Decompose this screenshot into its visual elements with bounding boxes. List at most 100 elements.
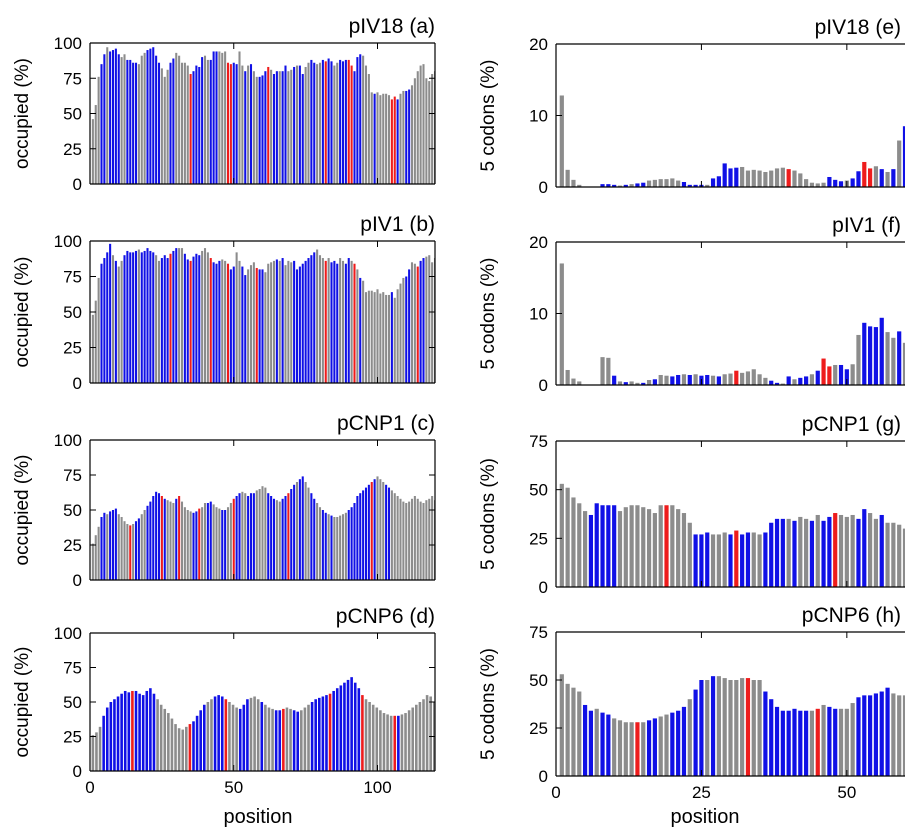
bar xyxy=(891,337,896,385)
bar xyxy=(183,253,186,383)
bar xyxy=(238,51,241,184)
bar xyxy=(745,371,751,385)
x-tick-label: 0 xyxy=(85,778,94,797)
bar xyxy=(105,707,109,771)
bar xyxy=(186,510,189,580)
bar xyxy=(228,702,231,771)
bar xyxy=(670,178,675,187)
bar xyxy=(410,85,414,184)
bar xyxy=(295,269,299,383)
bar xyxy=(183,507,186,580)
bar xyxy=(804,179,809,187)
bar xyxy=(103,258,106,383)
bar xyxy=(258,489,261,580)
bar xyxy=(172,58,175,184)
bar xyxy=(407,710,411,771)
bar xyxy=(206,59,209,184)
bar xyxy=(258,76,261,184)
bar xyxy=(247,496,250,580)
bar xyxy=(111,255,115,383)
bar xyxy=(833,179,838,187)
bar xyxy=(313,498,316,580)
x-tick-label: 25 xyxy=(692,783,711,802)
bar xyxy=(416,71,419,184)
bar xyxy=(399,283,402,383)
y-tick-label: 20 xyxy=(529,35,548,54)
bar xyxy=(670,376,675,385)
bar xyxy=(902,695,905,776)
bar xyxy=(177,728,181,771)
bar xyxy=(169,501,172,580)
bar xyxy=(641,182,646,187)
bar xyxy=(710,676,716,776)
bar xyxy=(330,61,333,184)
bar xyxy=(327,58,330,184)
bar xyxy=(260,702,264,771)
bar xyxy=(399,93,402,184)
bar xyxy=(166,500,169,580)
bar xyxy=(844,708,849,776)
bar xyxy=(763,171,768,187)
x-axis-label-left: position xyxy=(224,806,293,828)
bar xyxy=(330,515,333,580)
bar xyxy=(368,702,371,771)
bar xyxy=(264,272,267,383)
bar xyxy=(195,253,198,383)
panel-title-f: pIV1 (f) xyxy=(832,214,901,237)
bar xyxy=(740,166,745,187)
bar xyxy=(612,184,617,187)
bar xyxy=(198,66,201,184)
bar xyxy=(321,258,324,383)
bar xyxy=(710,534,716,587)
bar xyxy=(146,50,149,184)
bar xyxy=(341,514,345,580)
y-tick-label: 25 xyxy=(63,339,82,358)
bar xyxy=(163,498,166,580)
bar xyxy=(588,514,593,587)
bar xyxy=(293,484,296,580)
bar xyxy=(116,696,120,771)
bar xyxy=(137,249,140,383)
bars-c xyxy=(91,476,435,580)
bar xyxy=(172,250,175,383)
bar xyxy=(181,729,185,771)
bar xyxy=(332,690,335,771)
bar xyxy=(873,327,879,385)
bar xyxy=(186,65,189,184)
bar xyxy=(646,509,652,587)
bar xyxy=(333,517,336,580)
bar xyxy=(328,693,332,771)
bar xyxy=(815,514,820,587)
bar xyxy=(152,252,155,383)
bar xyxy=(745,532,751,587)
x-tick-label: 50 xyxy=(224,778,243,797)
bar xyxy=(362,490,365,580)
bar xyxy=(396,496,399,580)
bar xyxy=(160,68,163,184)
bar xyxy=(317,697,321,771)
bar xyxy=(235,496,238,580)
panel-title-e: pIV18 (e) xyxy=(815,16,901,39)
bar xyxy=(416,498,419,580)
bar xyxy=(336,62,339,184)
bar xyxy=(364,699,368,771)
bar xyxy=(763,691,768,776)
bar xyxy=(98,726,102,771)
bar xyxy=(310,493,313,580)
bar xyxy=(385,484,388,580)
bar xyxy=(385,93,388,184)
bar xyxy=(163,708,167,771)
bar xyxy=(734,167,739,187)
y-tick-label: 100 xyxy=(54,431,82,450)
bar xyxy=(188,724,192,771)
bar xyxy=(149,688,152,771)
bar xyxy=(327,258,330,383)
bar xyxy=(169,253,172,383)
bar xyxy=(282,708,285,771)
bar xyxy=(140,55,143,184)
bar xyxy=(152,496,155,580)
bar xyxy=(827,366,832,385)
bar xyxy=(413,78,416,184)
bar xyxy=(404,713,407,771)
bar xyxy=(387,487,391,580)
